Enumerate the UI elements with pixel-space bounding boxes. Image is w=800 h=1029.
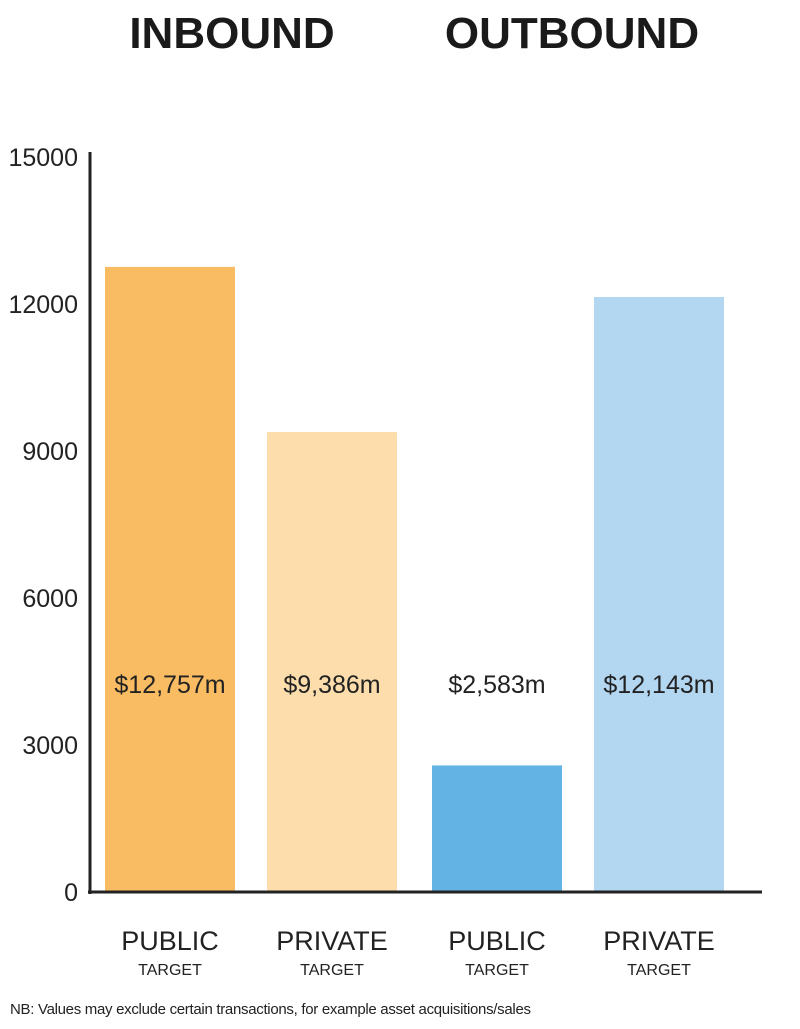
y-tick-label: 9000 [22,438,78,466]
bar [594,296,724,892]
bar [432,765,562,892]
category-sublabel: TARGET [627,962,691,979]
y-tick-label: 15000 [8,144,78,172]
category-sublabel: TARGET [465,962,529,979]
category-label: PUBLIC [448,926,546,956]
data-label: $12,757m [114,671,225,699]
bar [267,432,397,892]
y-tick-label: 6000 [22,585,78,613]
bar-chart: INBOUND OUTBOUND $12,757m PUBLIC TARGET $9,38… [8,9,762,979]
data-label: $9,386m [283,671,380,699]
y-tick-label: 3000 [22,732,78,760]
group-title: INBOUND [129,9,334,58]
category-sublabel: TARGET [138,962,202,979]
data-label: $2,583m [448,671,545,699]
footnote: NB: Values may exclude certain transacti… [10,1001,531,1018]
bar [105,266,235,893]
y-tick-label: 12000 [8,291,78,319]
group-title: OUTBOUND [445,9,699,58]
category-label: PUBLIC [121,926,219,956]
y-tick-label: 0 [64,879,78,907]
category-label: PRIVATE [603,926,715,956]
data-label: $12,143m [603,671,714,699]
category-label: PRIVATE [276,926,388,956]
category-sublabel: TARGET [300,962,364,979]
